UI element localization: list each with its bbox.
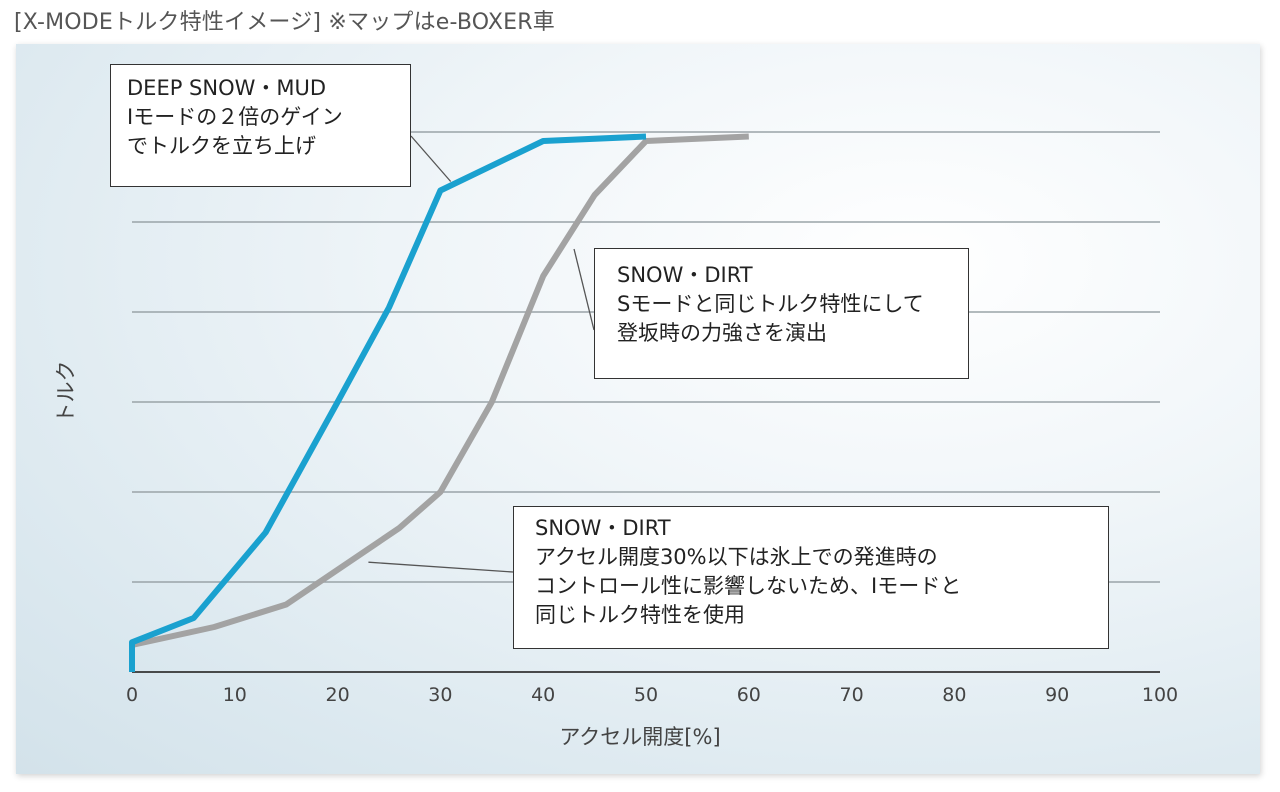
callout-3-line-4: 同じトルク特性を使用: [535, 603, 745, 627]
leader-line-3: [368, 561, 514, 573]
callout-2-line-3: 登坂時の力強さを演出: [617, 321, 827, 345]
x-tick-label-10: 10: [223, 684, 247, 706]
callout-snow-dirt-low: SNOW・DIRT アクセル開度30%以下は氷上での発進時の コントロール性に影響…: [513, 506, 1109, 649]
x-tick-label-0: 0: [126, 684, 138, 706]
callout-3-line-1: SNOW・DIRT: [535, 516, 671, 540]
x-tick-label-80: 80: [942, 684, 966, 706]
callout-deep-snow-mud: DEEP SNOW・MUD Iモードの２倍のゲイン でトルクを立ち上げ: [110, 64, 411, 187]
callout-snow-dirt-climb: SNOW・DIRT Sモードと同じトルク特性にして 登坂時の力強さを演出: [594, 248, 969, 379]
y-axis-label: トルク: [54, 361, 78, 424]
callout-1-line-3: でトルクを立ち上げ: [127, 134, 316, 158]
x-tick-label-50: 50: [634, 684, 658, 706]
series-line-snow-dirt: [131, 133, 749, 648]
page-title: [X-MODEトルク特性イメージ] ※マップはe-BOXER車: [14, 10, 555, 35]
x-tick-label-100: 100: [1142, 684, 1178, 706]
series-line-deep-snow-mud: [129, 133, 647, 672]
leader-line-1: [410, 135, 452, 182]
callout-1-line-2: Iモードの２倍のゲイン: [127, 105, 343, 129]
x-tick-label-30: 30: [428, 684, 452, 706]
x-axis-label: アクセル開度[%]: [559, 725, 720, 749]
x-tick-label-70: 70: [840, 684, 864, 706]
x-tick-label-90: 90: [1045, 684, 1069, 706]
x-tick-label-20: 20: [326, 684, 350, 706]
callout-3-line-3: コントロール性に影響しないため、Iモードと: [535, 574, 962, 598]
x-tick-label-60: 60: [737, 684, 761, 706]
leader-line-2: [573, 248, 595, 331]
callout-3-line-2: アクセル開度30%以下は氷上での発進時の: [535, 545, 938, 569]
x-tick-label-40: 40: [531, 684, 555, 706]
callout-1-line-1: DEEP SNOW・MUD: [127, 76, 327, 100]
callout-2-line-2: Sモードと同じトルク特性にして: [617, 292, 924, 316]
callout-2-line-1: SNOW・DIRT: [617, 263, 753, 287]
